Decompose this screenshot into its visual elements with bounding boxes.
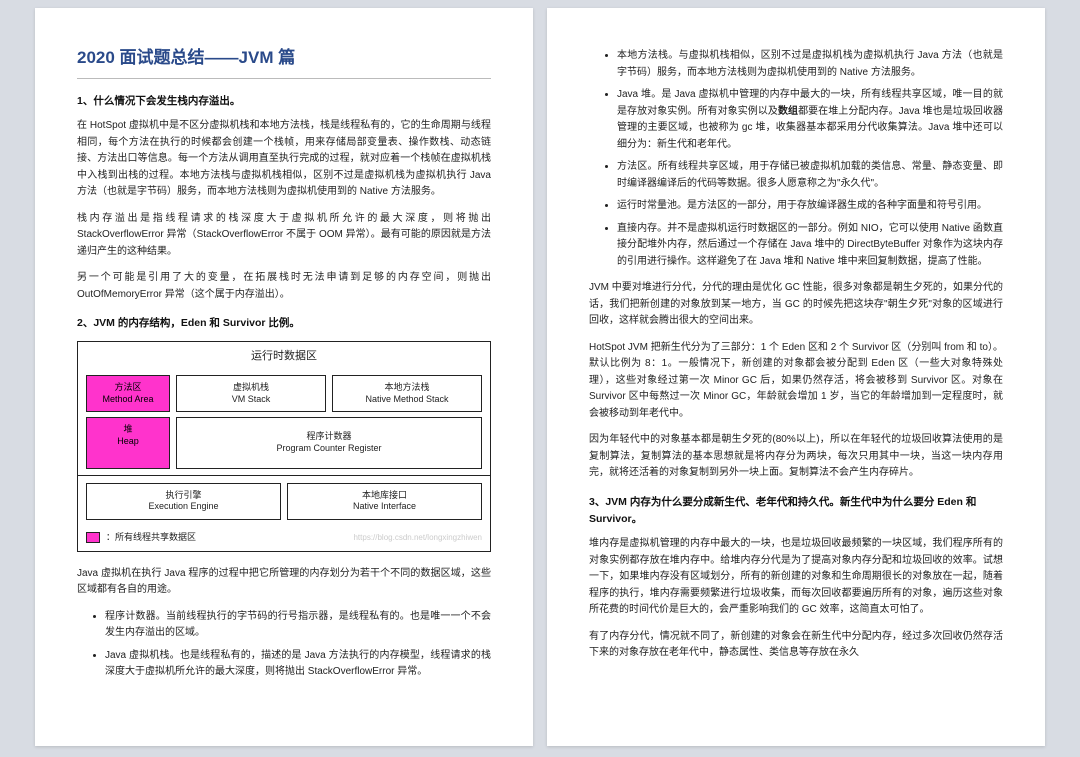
right-p1: JVM 中要对堆进行分代，分代的理由是优化 GC 性能，很多对象都是朝生夕死的，… [589, 280, 1003, 330]
diagram-row2: 堆 Heap 程序计数器 Program Counter Register [78, 417, 490, 474]
legend-swatch [86, 532, 100, 543]
doc-title: 2020 面试题总结——JVM 篇 [77, 44, 491, 72]
heap-cn: 堆 [89, 424, 167, 436]
legend-text: ：所有线程共享数据区 [106, 530, 196, 545]
method-area-cn: 方法区 [89, 382, 167, 394]
q1-p3: 另一个可能是引用了大的变量，在拓展栈时无法申请到足够的内存空间，则抛出 OutO… [77, 270, 491, 303]
exec-engine-cn: 执行引擎 [89, 490, 278, 502]
heap-en: Heap [89, 436, 167, 448]
list-item: 方法区。所有线程共享区域，用于存储已被虚拟机加载的类信息、常量、静态变量、即时编… [617, 159, 1003, 192]
vm-stack-box: 虚拟机栈 VM Stack [176, 375, 326, 412]
diagram-row1: 方法区 Method Area 虚拟机栈 VM Stack 本地方法栈 Nati… [78, 369, 490, 417]
jvm-diagram: 运行时数据区 方法区 Method Area 虚拟机栈 VM Stack 本地方… [77, 341, 491, 552]
list-item: 程序计数器。当前线程执行的字节码的行号指示器，是线程私有的。也是唯一一个不会发生… [105, 609, 491, 642]
page-left: 2020 面试题总结——JVM 篇 1、什么情况下会发生栈内存溢出。 在 Hot… [35, 8, 533, 746]
native-stack-box: 本地方法栈 Native Method Stack [332, 375, 482, 412]
q2-p-after: Java 虚拟机在执行 Java 程序的过程中把它所管理的内存划分为若干个不同的… [77, 566, 491, 599]
watermark: https://blog.csdn.net/longxingzhiwen [353, 531, 482, 544]
method-area-box: 方法区 Method Area [86, 375, 170, 412]
q1-p1: 在 HotSpot 虚拟机中是不区分虚拟机栈和本地方法栈，栈是线程私有的，它的生… [77, 118, 491, 201]
q2-bullets: 程序计数器。当前线程执行的字节码的行号指示器，是线程私有的。也是唯一一个不会发生… [77, 609, 491, 681]
vm-stack-en: VM Stack [179, 394, 323, 406]
native-if-box: 本地库接口 Native Interface [287, 483, 482, 520]
list-item: 本地方法栈。与虚拟机栈相似，区别不过是虚拟机栈为虚拟机执行 Java 方法（也就… [617, 48, 1003, 81]
exec-engine-box: 执行引擎 Execution Engine [86, 483, 281, 520]
native-stack-cn: 本地方法栈 [335, 382, 479, 394]
runtime-title: 运行时数据区 [78, 342, 490, 369]
q3-p2: 有了内存分代，情况就不同了，新创建的对象会在新生代中分配内存，经过多次回收仍然存… [589, 629, 1003, 662]
q2-heading: 2、JVM 的内存结构，Eden 和 Survivor 比例。 [77, 315, 491, 332]
right-p3: 因为年轻代中的对象基本都是朝生夕死的(80%以上)，所以在年轻代的垃圾回收算法使… [589, 432, 1003, 482]
native-if-en: Native Interface [290, 501, 479, 513]
list-item: Java 堆。是 Java 虚拟机中管理的内存中最大的一块，所有线程共享区域，唯… [617, 87, 1003, 153]
pcr-en: Program Counter Register [179, 443, 479, 455]
exec-engine-en: Execution Engine [89, 501, 278, 513]
native-if-cn: 本地库接口 [290, 490, 479, 502]
native-stack-en: Native Method Stack [335, 394, 479, 406]
q3-p1: 堆内存是虚拟机管理的内存中最大的一块，也是垃圾回收最频繁的一块区域，我们程序所有… [589, 536, 1003, 619]
q3-heading: 3、JVM 内存为什么要分成新生代、老年代和持久代。新生代中为什么要分 Eden… [589, 494, 1003, 529]
heap-box: 堆 Heap [86, 417, 170, 468]
method-area-en: Method Area [89, 394, 167, 406]
q1-p2: 栈内存溢出是指线程请求的栈深度大于虚拟机所允许的最大深度，则将抛出 StackO… [77, 211, 491, 261]
page-right: 本地方法栈。与虚拟机栈相似，区别不过是虚拟机栈为虚拟机执行 Java 方法（也就… [547, 8, 1045, 746]
list-item: Java 虚拟机栈。也是线程私有的，描述的是 Java 方法执行的内存模型，线程… [105, 648, 491, 681]
diagram-row3: 执行引擎 Execution Engine 本地库接口 Native Inter… [78, 476, 490, 526]
vm-stack-cn: 虚拟机栈 [179, 382, 323, 394]
list-item: 运行时常量池。是方法区的一部分，用于存放编译器生成的各种字面量和符号引用。 [617, 198, 1003, 215]
list-item: 直接内存。并不是虚拟机运行时数据区的一部分。例如 NIO，它可以使用 Nativ… [617, 221, 1003, 271]
pcr-box: 程序计数器 Program Counter Register [176, 417, 482, 468]
q1-heading: 1、什么情况下会发生栈内存溢出。 [77, 93, 491, 110]
diagram-legend: ：所有线程共享数据区 https://blog.csdn.net/longxin… [78, 526, 490, 551]
right-p2: HotSpot JVM 把新生代分为了三部分：1 个 Eden 区和 2 个 S… [589, 340, 1003, 423]
right-bullets: 本地方法栈。与虚拟机栈相似，区别不过是虚拟机栈为虚拟机执行 Java 方法（也就… [589, 48, 1003, 270]
title-underline [77, 78, 491, 79]
pcr-cn: 程序计数器 [179, 431, 479, 443]
bold-array: 数组 [778, 106, 798, 117]
runtime-data-area: 运行时数据区 方法区 Method Area 虚拟机栈 VM Stack 本地方… [78, 342, 490, 476]
